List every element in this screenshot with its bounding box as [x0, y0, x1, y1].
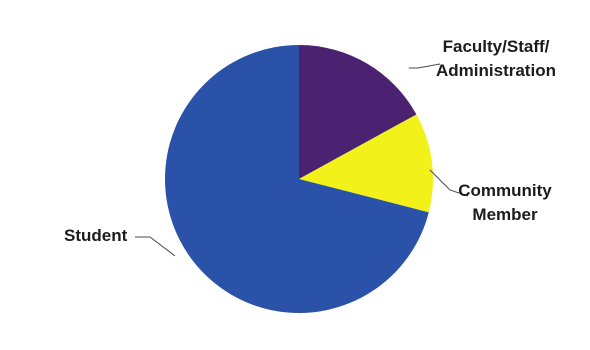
slice-label-2-line-0: Student [64, 226, 128, 245]
slice-label-1-line-0: Community [458, 181, 552, 200]
leader-line-2 [135, 236, 176, 257]
pie-slice-0 [299, 45, 417, 179]
leader-line-1 [429, 169, 469, 197]
slice-label-0-line-0: Faculty/Staff/ [443, 37, 550, 56]
pie-slice-1 [299, 114, 433, 213]
slice-label-1: Community Member [458, 181, 552, 224]
pie-slices [164, 45, 433, 313]
slice-label-1-line-1: Member [472, 205, 538, 224]
leader-lines [135, 63, 469, 257]
slice-label-0-line-1: Administration [436, 61, 556, 80]
slice-label-0: Faculty/Staff/Administration [436, 37, 556, 80]
pie-slice-2 [164, 45, 429, 313]
slice-labels: Faculty/Staff/Administration Community Mem… [64, 37, 556, 245]
slice-label-2: Student [64, 226, 128, 245]
leader-line-0 [408, 63, 441, 69]
